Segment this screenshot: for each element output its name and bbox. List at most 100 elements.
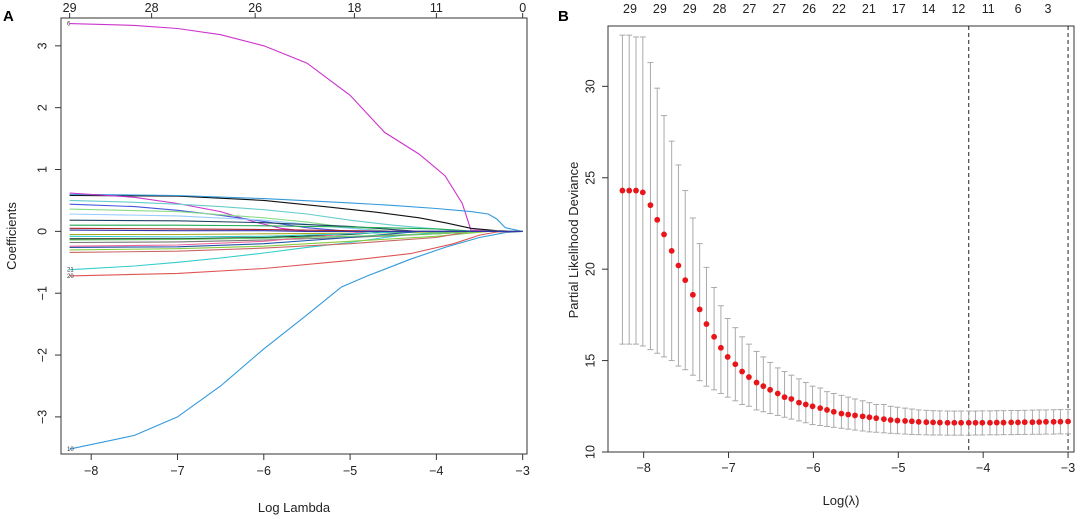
panel-a-y-axis-title: Coefficients [4, 202, 19, 270]
deviance-point [1043, 418, 1049, 425]
deviance-point [809, 403, 816, 410]
panel-a-x-axis-title: Log Lambda [258, 500, 331, 515]
coefficient-path-10 [69, 230, 523, 450]
deviance-point [675, 262, 682, 269]
path-label: 20 [67, 274, 74, 280]
y-tick-label: 15 [583, 354, 597, 368]
x-tick-label: −4 [429, 464, 443, 478]
coefficient-path-c9 [69, 203, 523, 232]
deviance-point [802, 401, 809, 408]
deviance-point [661, 231, 667, 238]
deviance-point [845, 411, 852, 418]
deviance-point [817, 405, 824, 412]
deviance-point [1015, 419, 1021, 426]
panel-a-label: A [3, 8, 14, 25]
panel-a-coefficient-paths [69, 23, 523, 450]
deviance-point [873, 415, 880, 422]
deviance-point [753, 379, 760, 386]
top-tick-label: 0 [519, 1, 526, 15]
deviance-point [1036, 419, 1043, 425]
top-tick-label: 28 [145, 1, 159, 15]
deviance-point [887, 417, 894, 423]
deviance-point [923, 419, 930, 426]
coefficient-path-c24 [69, 229, 523, 232]
panel-b-reference-lines [968, 26, 1069, 452]
deviance-point [987, 419, 993, 426]
deviance-point [993, 419, 1000, 426]
deviance-point [951, 419, 958, 426]
deviance-point [880, 416, 887, 422]
panel-a-plot-frame [60, 17, 528, 455]
deviance-point [1065, 418, 1071, 425]
top-axis-label: 29 [653, 2, 667, 16]
y-tick-label: 3 [35, 42, 49, 49]
top-axis-label: 3 [1045, 2, 1052, 16]
deviance-point [711, 333, 718, 340]
deviance-point [760, 383, 767, 390]
deviance-point [696, 306, 703, 313]
deviance-point [866, 414, 873, 421]
x-tick-label: −5 [343, 464, 357, 478]
deviance-point [1029, 419, 1036, 426]
coefficient-path-c6 [69, 193, 523, 232]
deviance-point [767, 386, 774, 393]
panel-b-x-ticks: −8 −7 −6 −5 −4 −3 [637, 452, 1075, 475]
deviance-point [796, 399, 802, 406]
deviance-point [647, 202, 654, 209]
top-axis-label: 21 [862, 2, 876, 16]
deviance-point [1000, 419, 1007, 426]
panel-b-y-axis-title: Partial Likelihood Deviance [566, 162, 581, 319]
deviance-point [746, 374, 752, 380]
y-tick-label: 1 [35, 166, 49, 173]
x-tick-label: −6 [257, 464, 271, 478]
top-axis-label: 14 [922, 2, 936, 16]
panel-b-label: B [558, 8, 569, 25]
deviance-point [732, 361, 739, 368]
top-axis-label: 27 [742, 2, 756, 16]
deviance-point [639, 189, 646, 196]
panel-b-y-ticks: 10 15 20 25 30 [583, 79, 608, 459]
deviance-point [633, 187, 639, 194]
top-tick-label: 11 [430, 1, 443, 15]
top-tick-label: 26 [248, 1, 262, 15]
deviance-point [965, 419, 972, 426]
y-tick-label: 10 [583, 445, 597, 459]
deviance-point [703, 321, 710, 327]
deviance-point [1021, 419, 1028, 426]
y-tick-label: −3 [35, 410, 49, 424]
y-tick-label: 2 [35, 104, 49, 111]
deviance-point [682, 277, 689, 284]
deviance-point [859, 413, 866, 420]
x-tick-label: −8 [637, 461, 651, 475]
x-tick-label: −4 [976, 461, 990, 475]
path-label: 10 [67, 447, 74, 453]
deviance-point [958, 419, 965, 426]
panel-b-plot-frame [607, 25, 1075, 453]
top-axis-label: 27 [772, 2, 786, 16]
panel-b-error-bars [619, 34, 1072, 436]
deviance-point [689, 291, 696, 298]
deviance-point [717, 344, 724, 351]
deviance-point [739, 368, 746, 375]
top-axis-label: 28 [713, 2, 727, 16]
x-tick-label: −6 [806, 461, 820, 475]
deviance-point [781, 394, 788, 401]
deviance-point [902, 418, 908, 424]
deviance-point [619, 187, 626, 194]
panel-a: A −8 −7 −6 −5 −4 −3 −3 −2 −1 0 1 2 3 29 28 26 18 11 0 6 1… [3, 1, 530, 515]
panel-b: B −8 −7 −6 −5 −4 −3 10 15 20 25 30 29 29 29 28 27 27 26… [558, 2, 1075, 508]
top-axis-label: 29 [683, 2, 697, 16]
deviance-point [626, 187, 633, 194]
top-axis-label: 22 [832, 2, 846, 16]
deviance-point [1057, 418, 1064, 425]
path-label: 21 [67, 268, 74, 274]
y-tick-label: 30 [583, 79, 597, 93]
deviance-point [774, 390, 781, 397]
deviance-point [979, 419, 986, 426]
coefficient-path-c5 [69, 194, 523, 232]
panel-b-x-axis-title: Log(λ) [823, 493, 860, 508]
path-label: 6 [67, 22, 71, 28]
x-tick-label: −7 [170, 464, 184, 478]
